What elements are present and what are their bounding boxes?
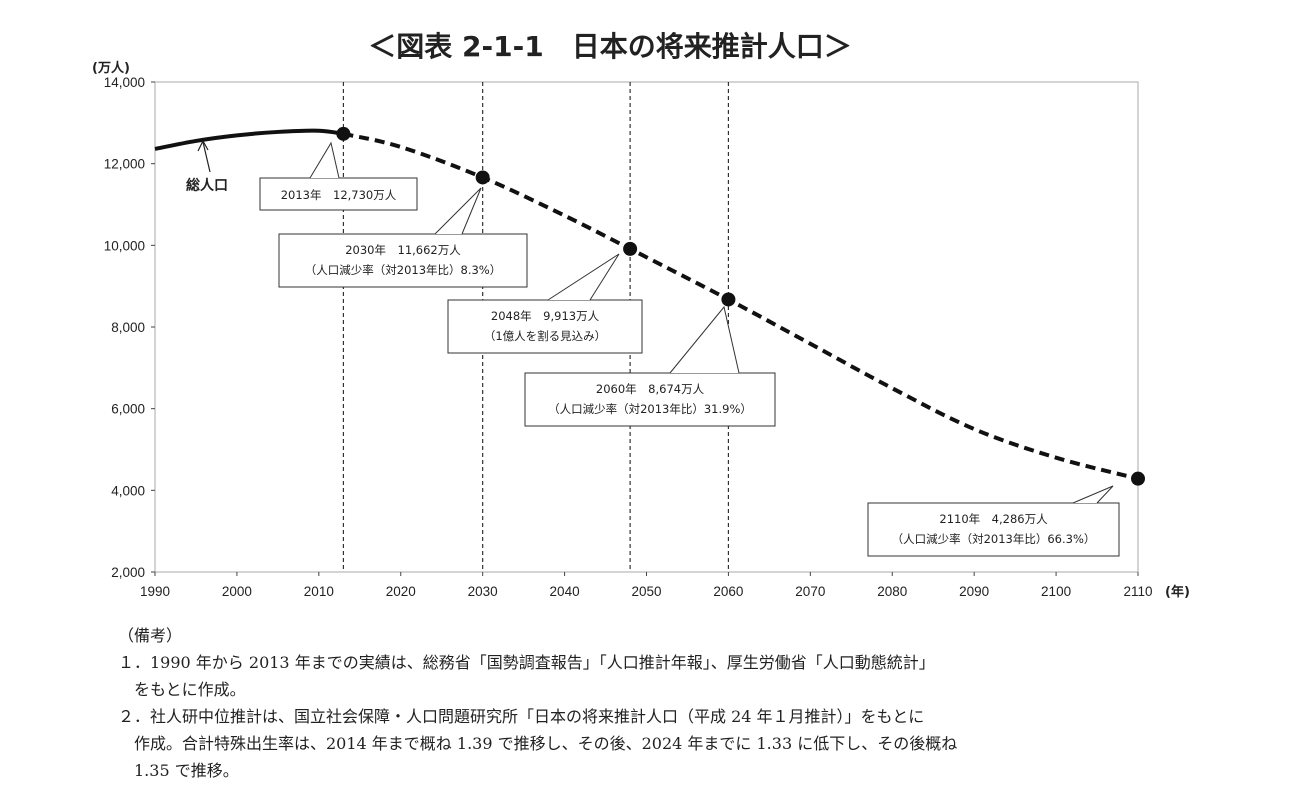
notes-section: （備考） １．1990 年から 2013 年までの実績は、総務省「国勢調査報告」… [118, 622, 1218, 784]
x-tick-label: 2010 [304, 584, 334, 599]
annotation-box [259, 177, 418, 211]
population-chart: ＜図表 2-1-1 日本の将来推計人口＞ (万人) (年) 2,000 4,000… [92, 30, 1190, 600]
x-tick-label: 2110 [1123, 584, 1152, 599]
series-label: 総人口 [186, 177, 228, 194]
data-point-marker [623, 241, 638, 256]
note-line: をもとに作成。 [118, 680, 246, 699]
annotation-callout: 2030年 11,662万人 （人口減少率（対2013年比）8.3%） [278, 187, 528, 288]
annotation-pointer [434, 187, 482, 235]
annotation-text: （人口減少率（対2013年比）66.3%） [892, 532, 1096, 546]
y-tick-label: 4,000 [111, 483, 145, 498]
note-line: 1.35 で推移。 [118, 761, 239, 780]
note-line: ２．社人研中位推計は、国立社会保障・人口問題研究所「日本の将来推計人口（平成 2… [118, 707, 925, 726]
annotation-box [447, 299, 643, 354]
x-tick-label: 2020 [386, 584, 416, 599]
annotation-text: 2060年 8,674万人 [596, 382, 705, 396]
note-line: １．1990 年から 2013 年までの実績は、総務省「国勢調査報告」「人口推計… [118, 653, 935, 672]
annotation-box [278, 233, 528, 288]
y-tick-label: 6,000 [111, 402, 145, 417]
x-tick-label: 2040 [550, 584, 580, 599]
x-tick-label: 2030 [468, 584, 498, 599]
x-tick-label: 2060 [713, 584, 743, 599]
y-axis-ticks: 2,000 4,000 6,000 8,000 10,000 12,000 14,000 [104, 75, 155, 580]
notes-heading: （備考） [118, 626, 183, 645]
data-point-marker [475, 170, 490, 185]
y-tick-label: 8,000 [111, 320, 145, 335]
y-tick-label: 10,000 [104, 238, 145, 253]
x-axis-ticks: 1990 2000 2010 2020 2030 2040 2050 2060 2070 2080… [140, 572, 1153, 599]
x-tick-label: 2090 [959, 584, 989, 599]
data-markers [336, 126, 1145, 486]
x-tick-label: 2070 [795, 584, 825, 599]
annotation-box [524, 372, 776, 427]
x-tick-label: 2000 [222, 584, 252, 599]
y-tick-label: 14,000 [104, 75, 145, 90]
note-line: 作成。合計特殊出生率は、2014 年まで概ね 1.39 で推移し、その後、202… [118, 734, 958, 753]
y-axis-unit: (万人) [92, 60, 130, 76]
series-label-arrow [202, 141, 211, 173]
annotation-text: （1億人を割る見込み） [484, 329, 606, 343]
annotation-text: 2048年 9,913万人 [491, 309, 600, 323]
annotation-callout: 2048年 9,913万人 （1億人を割る見込み） [447, 253, 643, 354]
chart-title: ＜図表 2-1-1 日本の将来推計人口＞ [368, 30, 851, 63]
annotation-pointer [309, 141, 340, 179]
annotation-callout: 2110年 4,286万人 （人口減少率（対2013年比）66.3%） [867, 485, 1120, 557]
x-tick-label: 2100 [1041, 584, 1071, 599]
y-tick-label: 12,000 [104, 157, 145, 172]
plot-frame [154, 81, 1139, 573]
x-axis-unit: (年) [1165, 584, 1190, 600]
annotation-callout: 2060年 8,674万人 （人口減少率（対2013年比）31.9%） [524, 305, 776, 427]
y-tick-label: 2,000 [111, 565, 145, 580]
annotation-text: 2030年 11,662万人 [345, 243, 461, 257]
x-tick-label: 1990 [140, 584, 170, 599]
annotation-text: （人口減少率（対2013年比）8.3%） [305, 263, 501, 277]
annotation-pointer [1072, 485, 1114, 504]
x-tick-label: 2080 [877, 584, 907, 599]
actual-population-line [154, 128, 344, 151]
annotation-box [867, 502, 1120, 557]
annotation-callouts: 2013年 12,730万人 2030年 11,662万人 （人口減少率（対2013… [259, 141, 1120, 557]
series-label-group: 総人口 [186, 139, 228, 194]
annotation-callout: 2013年 12,730万人 [259, 141, 418, 211]
annotation-pointer [669, 305, 740, 374]
x-tick-label: 2050 [631, 584, 661, 599]
annotation-text: （人口減少率（対2013年比）31.9%） [548, 402, 752, 416]
annotation-pointer [547, 253, 620, 301]
data-point-marker [721, 292, 736, 307]
series-label-arrowhead [197, 139, 209, 152]
annotation-text: 2110年 4,286万人 [939, 512, 1048, 526]
annotation-text: 2013年 12,730万人 [281, 188, 397, 202]
data-point-marker [336, 126, 351, 141]
data-point-marker [1131, 471, 1145, 486]
